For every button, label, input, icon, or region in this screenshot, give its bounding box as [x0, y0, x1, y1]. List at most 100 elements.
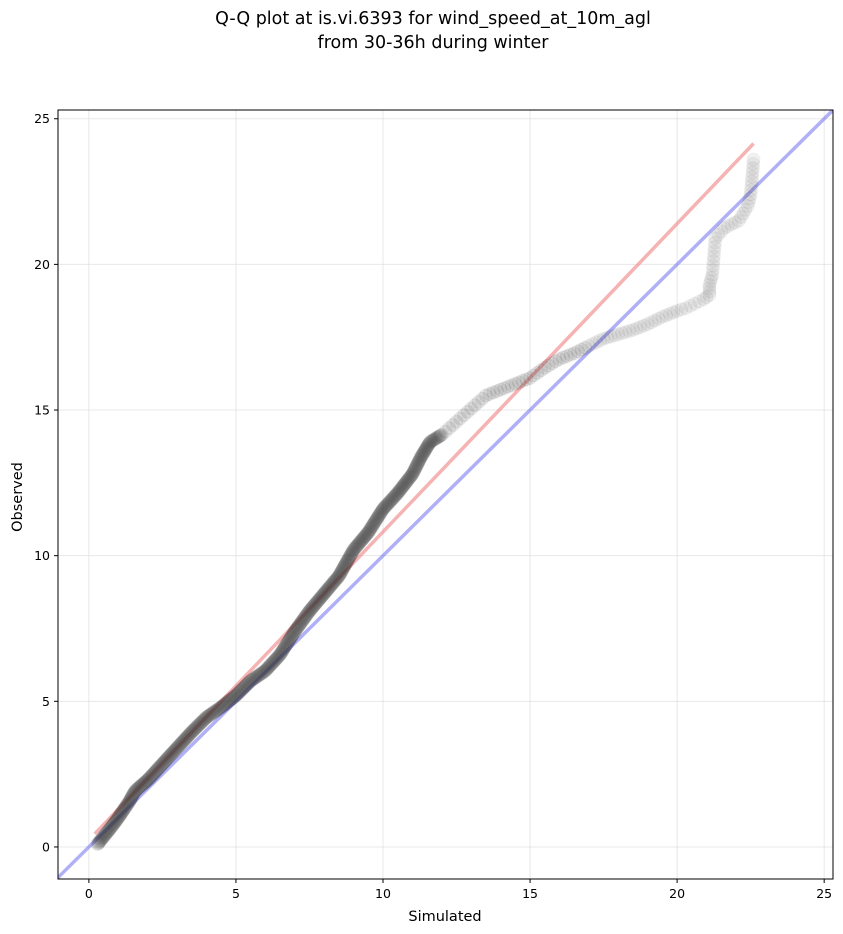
quantile-point: [386, 491, 401, 506]
quantile-point: [120, 797, 135, 812]
quantile-point: [267, 653, 282, 668]
quantile-point: [272, 648, 287, 663]
quantile-point: [109, 812, 124, 827]
quantile-point: [537, 360, 552, 375]
quantile-point: [320, 582, 335, 597]
quantile-point: [182, 727, 197, 742]
quantile-point: [293, 616, 308, 631]
quantile-point: [313, 590, 328, 605]
quantile-point: [225, 691, 240, 705]
quantile-point: [148, 765, 163, 779]
quantile-point: [356, 531, 371, 546]
quantile-point: [508, 376, 523, 391]
quantile-point: [145, 768, 160, 782]
quantile-point: [124, 791, 139, 805]
quantile-point: [163, 747, 178, 762]
quantile-point: [110, 811, 125, 826]
quantile-point: [312, 591, 327, 606]
quantile-point: [94, 832, 109, 847]
quantile-point: [226, 690, 241, 705]
quantile-point: [276, 643, 290, 657]
quantile-point: [92, 835, 107, 849]
axis-ticks: 0 5 10 15 20 25 0 5 10 15 20 25: [34, 111, 832, 901]
quantile-point: [321, 581, 336, 596]
quantile-point: [706, 259, 720, 272]
quantile-point: [214, 700, 229, 715]
quantile-point: [593, 334, 607, 347]
quantile-point: [563, 347, 578, 362]
quantile-point: [173, 736, 188, 751]
quantile-point: [104, 820, 119, 835]
quantile-point: [191, 718, 206, 733]
quantile-point: [411, 455, 426, 470]
quantile-point: [141, 772, 156, 786]
quantile-point: [707, 245, 721, 259]
quantile-point: [704, 271, 718, 285]
quantile-point: [262, 658, 277, 673]
quantile-point: [167, 743, 182, 758]
quantile-point: [114, 806, 129, 821]
x-tick-label: 10: [375, 886, 391, 901]
quantile-point: [387, 489, 402, 503]
quantile-point: [478, 388, 493, 403]
quantile-point: [578, 340, 593, 355]
quantile-point: [394, 480, 409, 495]
quantile-point: [334, 564, 349, 579]
quantile-point: [423, 435, 438, 450]
quantile-point: [261, 660, 276, 675]
quantile-point: [325, 576, 340, 591]
quantile-point: [708, 231, 722, 245]
quantile-point: [707, 249, 721, 263]
quantile-point: [160, 751, 174, 766]
quantile-point: [132, 779, 147, 794]
quantile-point: [425, 433, 440, 448]
quantile-point: [136, 776, 151, 791]
quantile-point: [400, 473, 415, 488]
quantile-point: [245, 672, 260, 687]
quantile-point: [391, 485, 406, 499]
quantile-point: [252, 667, 267, 682]
quantile-point: [407, 462, 422, 477]
quantile-point: [359, 527, 374, 542]
quantile-point: [151, 760, 166, 775]
quantile-point: [358, 528, 373, 543]
quantile-point: [129, 782, 144, 797]
quantile-point: [344, 546, 359, 561]
quantile-point: [413, 452, 427, 467]
quantile-point: [240, 676, 255, 691]
quantile-point: [200, 709, 215, 724]
quantile-point: [127, 785, 142, 800]
quantile-point: [471, 395, 486, 409]
quantile-point: [357, 530, 371, 545]
quantile-point: [381, 496, 396, 511]
quantile-point: [197, 712, 212, 727]
quantile-point: [273, 646, 288, 661]
quantile-point: [333, 566, 348, 581]
quantile-point: [314, 589, 329, 604]
quantile-point: [736, 206, 750, 220]
quantile-point: [287, 625, 301, 640]
quantile-point: [373, 505, 388, 520]
quantile-point: [493, 382, 508, 397]
quantile-point: [282, 632, 297, 647]
quantile-point: [428, 431, 443, 446]
quantile-point: [445, 418, 460, 432]
quantile-point: [224, 691, 239, 706]
quantile-point: [307, 597, 322, 612]
quantile-point: [369, 512, 384, 527]
quantile-point: [548, 354, 563, 369]
quantile-point: [417, 445, 431, 460]
quantile-point: [419, 440, 434, 455]
quantile-point: [371, 509, 386, 524]
quantile-point: [734, 210, 748, 224]
quantile-point: [172, 737, 187, 752]
quantile-point: [213, 700, 228, 715]
quantile-point: [714, 224, 728, 238]
quantile-point: [375, 503, 390, 518]
quantile-point: [504, 378, 519, 393]
quantile-point: [137, 775, 152, 790]
quantile-point: [329, 572, 344, 587]
quantile-point: [218, 696, 233, 711]
quantile-point: [399, 474, 414, 489]
quantile-point: [280, 636, 295, 651]
